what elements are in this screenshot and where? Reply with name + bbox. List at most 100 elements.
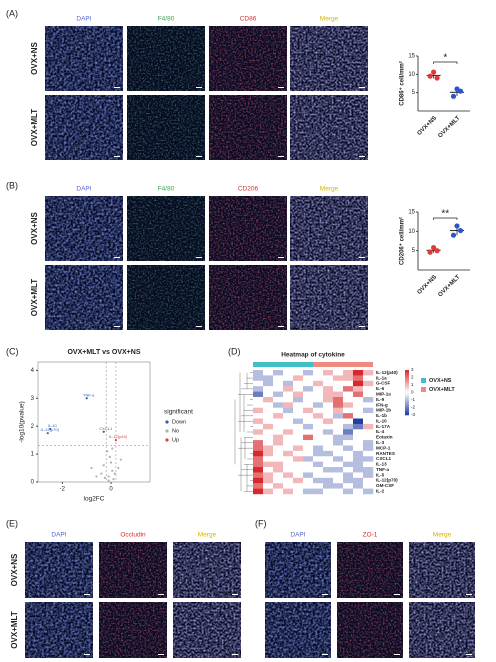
colorbar — [405, 390, 409, 393]
row-label: OVX+NS — [10, 553, 19, 586]
heatmap-cell — [353, 450, 364, 457]
micrograph-texture — [173, 602, 241, 658]
dot — [457, 88, 464, 94]
legend-swatch — [421, 387, 426, 392]
panel-label: (B) — [6, 180, 18, 190]
micrograph-texture — [209, 196, 287, 261]
point — [108, 455, 111, 458]
scale-bar — [196, 257, 202, 258]
heatmap-cell — [273, 440, 284, 446]
dot — [457, 227, 464, 234]
heatmap-cell — [313, 423, 324, 430]
point — [107, 479, 110, 482]
heatmap-cell — [263, 483, 274, 489]
heatmap-cell — [293, 461, 304, 468]
heatmap-cell — [253, 450, 264, 457]
heatmap-cell — [343, 370, 354, 376]
heatmap-cell — [323, 461, 334, 468]
heatmap-cell — [343, 429, 354, 435]
heatmap-cell — [293, 456, 304, 462]
heatmap-cell — [293, 413, 304, 419]
heatmap-cell — [363, 413, 374, 419]
column-header: Merge — [433, 532, 452, 539]
point-label: TNF-a — [83, 392, 95, 397]
y-tick-label: 4 — [31, 368, 35, 374]
heatmap-cell — [303, 396, 314, 403]
heatmap-cell — [313, 391, 324, 398]
heatmap-cell — [313, 380, 324, 387]
scale-bar — [322, 594, 328, 595]
dot — [450, 93, 457, 99]
heatmap-cell — [343, 375, 354, 381]
heatmap-cell — [323, 418, 334, 425]
plot-frame — [37, 361, 151, 483]
point — [49, 427, 52, 431]
point-label: IL-12(p70) — [41, 427, 60, 432]
colorbar — [405, 403, 409, 407]
heatmap-cell — [333, 391, 344, 398]
heatmap-cell — [293, 396, 304, 403]
y-tick-label: 0 — [31, 480, 35, 486]
micrograph-texture — [337, 602, 403, 658]
x-tick-label: OVX+MLT — [437, 274, 461, 298]
point — [90, 466, 93, 470]
colorbar — [405, 394, 409, 398]
row-label: CXCL1 — [376, 456, 392, 461]
heatmap-cell — [313, 418, 324, 425]
heatmap-cell — [353, 386, 364, 392]
heatmap-cell — [343, 418, 354, 425]
colorbar — [405, 376, 409, 380]
heatmap-cell — [363, 391, 374, 398]
column-header: CD86 — [240, 16, 257, 23]
heatmap-cell — [303, 461, 314, 468]
scale-bar — [232, 654, 238, 655]
column-header: F4/80 — [158, 16, 175, 23]
row-label: TNF-a — [376, 467, 389, 472]
point — [113, 472, 116, 475]
column-header: Occludin — [120, 532, 146, 539]
heatmap-cell — [343, 391, 354, 398]
heatmap-cell — [273, 396, 284, 403]
panel-label: (F) — [255, 518, 267, 528]
heatmap-cell — [293, 477, 304, 484]
row-label: Eotaxin — [376, 435, 393, 440]
dot — [434, 248, 440, 254]
point — [111, 469, 114, 472]
heatmap-cell — [333, 370, 344, 376]
row-label: IL-12(p70) — [376, 478, 398, 483]
colorbar — [405, 379, 409, 382]
colorbar — [405, 410, 409, 414]
colorbar — [405, 388, 409, 391]
micrograph-texture — [127, 265, 205, 330]
heatmap-cell — [313, 396, 324, 403]
scale-bar — [278, 156, 284, 157]
legend-label: OVX+NS — [429, 378, 452, 384]
y-tick-label: 15 — [408, 210, 415, 216]
row-label: MIP-1b — [376, 408, 391, 413]
row-label: IL-5 — [376, 472, 385, 477]
heatmap-cell — [283, 413, 294, 419]
heatmap-cell — [253, 445, 264, 452]
heatmap-cell — [253, 434, 264, 441]
heatmap-cell — [343, 477, 354, 484]
heatmap-cell — [363, 418, 374, 425]
micrograph-texture — [209, 26, 287, 91]
y-tick-label: 5 — [412, 248, 416, 254]
heatmap-cell — [283, 467, 294, 473]
heatmap-cell — [313, 477, 324, 484]
point — [107, 475, 110, 478]
heatmap-cell — [303, 450, 314, 457]
row-label: IL-6 — [376, 386, 385, 391]
heatmap-cell — [343, 407, 354, 414]
colorbar — [405, 392, 409, 396]
point — [102, 464, 105, 467]
heatmap-cell — [263, 407, 274, 414]
heatmap-cell — [283, 396, 294, 403]
heatmap-cell — [303, 391, 314, 398]
heatmap-cell — [343, 396, 354, 403]
colorbar-label: 0 — [411, 390, 414, 395]
heatmap-cell — [303, 386, 314, 392]
scale-bar — [158, 654, 164, 655]
heatmap-cell — [333, 402, 344, 408]
heatmap-cell — [253, 402, 264, 408]
